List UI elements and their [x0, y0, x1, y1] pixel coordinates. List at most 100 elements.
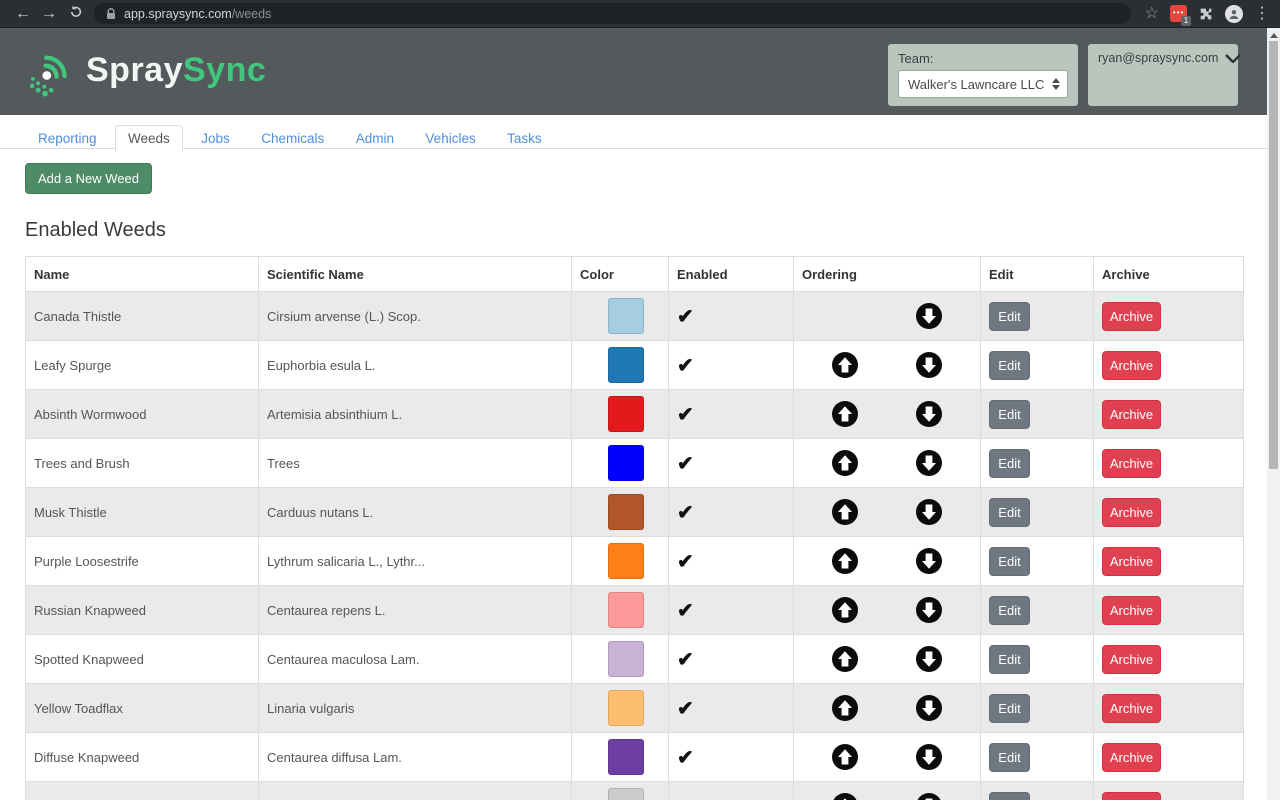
edit-button[interactable]: Edit [989, 399, 1030, 429]
move-down-icon[interactable] [915, 743, 943, 771]
adblock-extension-icon[interactable]: ••• 1 [1170, 5, 1191, 26]
tab-reporting[interactable]: Reporting [38, 131, 97, 146]
move-up-icon[interactable] [831, 351, 859, 379]
address-bar[interactable]: app.spraysync.com/weeds [94, 3, 1131, 24]
weed-ordering-cell [793, 487, 981, 537]
extension-badge: 1 [1181, 16, 1191, 26]
edit-button[interactable]: Edit [989, 742, 1030, 772]
move-down-icon[interactable] [915, 596, 943, 624]
add-new-weed-button[interactable]: Add a New Weed [25, 163, 152, 194]
scrollbar-thumb[interactable] [1269, 41, 1278, 469]
weed-edit-cell: Edit [980, 536, 1094, 586]
move-up-icon[interactable] [831, 645, 859, 673]
tab-chemicals[interactable]: Chemicals [261, 131, 325, 146]
weed-archive-cell: Archive [1093, 732, 1244, 782]
browser-menu-icon[interactable]: ⋮ [1254, 4, 1270, 22]
table-row: Canada Thistle Cirsium arvense (L.) Scop… [25, 291, 1244, 341]
weed-edit-cell: Edit [980, 732, 1094, 782]
move-up-icon[interactable] [831, 449, 859, 477]
extensions-puzzle-icon[interactable] [1198, 6, 1214, 22]
weed-archive-cell: Archive [1093, 487, 1244, 537]
forward-icon[interactable]: → [41, 4, 57, 22]
edit-button[interactable]: Edit [989, 301, 1030, 331]
spray-nozzle-wifi-icon [26, 43, 78, 101]
weed-name: Houndstongue [25, 781, 259, 800]
color-swatch [608, 396, 644, 432]
team-panel: Team: Walker's Lawncare LLC [888, 44, 1078, 106]
edit-button[interactable]: Edit [989, 693, 1030, 723]
move-up-icon[interactable] [831, 694, 859, 722]
weed-color-cell [571, 487, 669, 537]
archive-button[interactable]: Archive [1102, 595, 1161, 625]
archive-button[interactable]: Archive [1102, 497, 1161, 527]
archive-button[interactable]: Archive [1102, 791, 1161, 800]
team-label: Team: [898, 51, 934, 66]
move-down-icon[interactable] [915, 498, 943, 526]
move-down-icon[interactable] [915, 400, 943, 428]
move-up-icon[interactable] [831, 547, 859, 575]
brand-name: SpraySync [86, 51, 267, 89]
move-up-icon[interactable] [831, 792, 859, 800]
edit-button[interactable]: Edit [989, 791, 1030, 800]
archive-button[interactable]: Archive [1102, 399, 1161, 429]
col-color: Color [571, 256, 669, 292]
archive-button[interactable]: Archive [1102, 448, 1161, 478]
move-down-icon[interactable] [915, 694, 943, 722]
table-row: Yellow Toadflax Linaria vulgaris ✔ [25, 683, 1244, 733]
move-down-icon[interactable] [915, 351, 943, 379]
tab-vehicles[interactable]: Vehicles [425, 131, 476, 146]
tab-weeds[interactable]: Weeds [115, 125, 183, 152]
edit-button[interactable]: Edit [989, 644, 1030, 674]
edit-button[interactable]: Edit [989, 497, 1030, 527]
archive-button[interactable]: Archive [1102, 546, 1161, 576]
check-icon: ✔ [677, 305, 694, 328]
weed-enabled-cell: ✔ [668, 487, 794, 537]
check-icon: ✔ [677, 796, 694, 800]
edit-button[interactable]: Edit [989, 350, 1030, 380]
weed-color-cell [571, 683, 669, 733]
weed-color-cell [571, 781, 669, 800]
page-scrollbar[interactable] [1267, 28, 1280, 800]
edit-button[interactable]: Edit [989, 448, 1030, 478]
back-icon[interactable]: ← [15, 4, 31, 22]
chevron-down-icon [1225, 53, 1242, 63]
weed-enabled-cell: ✔ [668, 340, 794, 390]
tab-admin[interactable]: Admin [355, 131, 394, 146]
user-menu[interactable]: ryan@spraysync.com [1088, 44, 1242, 106]
profile-avatar[interactable] [1225, 4, 1243, 23]
edit-button[interactable]: Edit [989, 595, 1030, 625]
weed-scientific-name: Linaria vulgaris [258, 683, 572, 733]
weed-scientific-name: Trees [258, 438, 572, 488]
archive-button[interactable]: Archive [1102, 742, 1161, 772]
weed-scientific-name: Centaurea repens L. [258, 585, 572, 635]
reload-icon[interactable] [62, 4, 88, 23]
color-swatch [608, 347, 644, 383]
color-swatch [608, 788, 644, 800]
bookmark-star-icon[interactable]: ☆ [1144, 4, 1159, 22]
move-down-icon[interactable] [915, 792, 943, 800]
archive-button[interactable]: Archive [1102, 350, 1161, 380]
spraysync-logo[interactable]: SpraySync [26, 43, 266, 101]
table-row: Houndstongue Cynoglossum officinale L. ✔ [25, 781, 1244, 800]
scrollbar-up-arrow-icon[interactable] [1269, 33, 1278, 38]
move-up-icon[interactable] [831, 498, 859, 526]
move-down-icon[interactable] [915, 547, 943, 575]
move-down-icon[interactable] [915, 302, 943, 330]
color-swatch [608, 298, 644, 334]
archive-button[interactable]: Archive [1102, 301, 1161, 331]
weed-enabled-cell: ✔ [668, 536, 794, 586]
tab-jobs[interactable]: Jobs [201, 131, 230, 146]
move-up-icon[interactable] [831, 596, 859, 624]
archive-button[interactable]: Archive [1102, 644, 1161, 674]
check-icon: ✔ [677, 354, 694, 377]
table-header-row: Name Scientific Name Color Enabled Order… [25, 256, 1244, 292]
move-up-icon[interactable] [831, 743, 859, 771]
move-down-icon[interactable] [915, 645, 943, 673]
edit-button[interactable]: Edit [989, 546, 1030, 576]
tab-tasks[interactable]: Tasks [507, 131, 542, 146]
move-up-icon[interactable] [831, 400, 859, 428]
move-down-icon[interactable] [915, 449, 943, 477]
weed-scientific-name: Artemisia absinthium L. [258, 389, 572, 439]
team-select[interactable]: Walker's Lawncare LLC [898, 70, 1068, 98]
archive-button[interactable]: Archive [1102, 693, 1161, 723]
